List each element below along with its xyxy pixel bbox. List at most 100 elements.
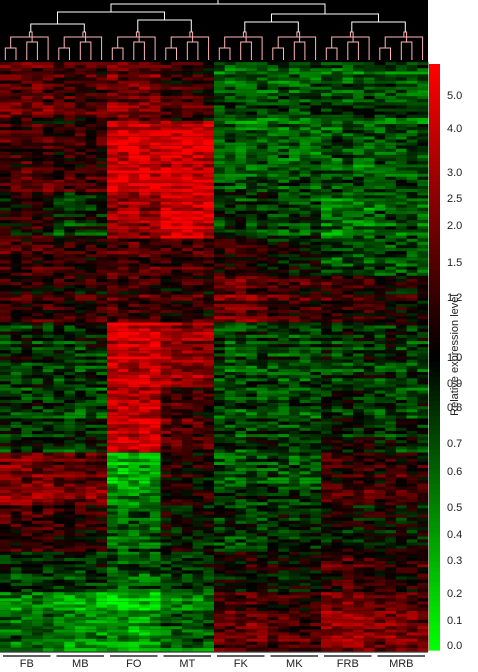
heatmap-cell (353, 372, 365, 376)
heatmap-cell (353, 114, 365, 119)
heatmap-cell (256, 71, 268, 75)
heatmap-cell (288, 390, 300, 395)
heatmap-cell (149, 378, 161, 382)
heatmap-cell (32, 362, 44, 367)
heatmap-cell (139, 415, 151, 419)
heatmap-cell (21, 148, 33, 153)
heatmap-cell (417, 291, 429, 295)
heatmap-cell (267, 415, 279, 419)
heatmap-cell (224, 424, 236, 429)
heatmap-cell (353, 241, 365, 246)
heatmap-cell (10, 396, 22, 401)
heatmap-cell (256, 108, 268, 112)
heatmap-cell (374, 65, 386, 69)
heatmap-cell (353, 368, 365, 373)
heatmap-cell (331, 430, 343, 435)
heatmap-cell (203, 182, 215, 187)
heatmap-cell (96, 387, 108, 391)
heatmap-cell (10, 421, 22, 426)
heatmap-cell (149, 291, 161, 295)
heatmap-cell (214, 285, 226, 289)
heatmap-cell (181, 393, 193, 398)
heatmap-cell (331, 62, 343, 66)
heatmap-cell (203, 316, 215, 320)
heatmap-cell (117, 396, 129, 401)
heatmap-cell (256, 223, 268, 227)
heatmap-cell (74, 415, 86, 419)
heatmap-cell (192, 179, 204, 184)
heatmap-cell (363, 257, 375, 261)
heatmap-cell (310, 362, 322, 367)
heatmap-cell (235, 136, 247, 140)
heatmap-cell (224, 347, 236, 351)
heatmap-cell (85, 334, 97, 339)
heatmap-cell (224, 275, 236, 280)
heatmap-cell (74, 127, 86, 131)
heatmap-cell (10, 272, 22, 277)
heatmap-cell (288, 403, 300, 407)
heatmap-cell (171, 248, 183, 252)
heatmap-cell (278, 313, 290, 317)
heatmap-cell (203, 235, 215, 240)
heatmap-cell (21, 130, 33, 134)
heatmap-cell (192, 362, 204, 367)
heatmap-cell (74, 424, 86, 429)
heatmap-cell (235, 120, 247, 125)
heatmap-cell (374, 390, 386, 395)
heatmap-cell (224, 390, 236, 395)
heatmap-cell (246, 74, 258, 78)
heatmap-cell (42, 99, 54, 103)
heatmap-cell (192, 434, 204, 438)
heatmap-cell (181, 378, 193, 382)
heatmap-cell (171, 269, 183, 274)
heatmap-cell (395, 182, 407, 187)
heatmap-cell (342, 235, 354, 240)
heatmap-cell (331, 275, 343, 280)
heatmap-cell (267, 325, 279, 329)
heatmap-cell (53, 220, 65, 224)
heatmap-cell (406, 220, 418, 224)
heatmap-cell (246, 387, 258, 391)
heatmap-cell (149, 127, 161, 131)
heatmap-cell (331, 164, 343, 168)
heatmap-cell (321, 217, 333, 221)
heatmap-cell (278, 89, 290, 94)
heatmap-cell (310, 306, 322, 311)
heatmap-cell (310, 201, 322, 205)
heatmap-cell (10, 316, 22, 320)
heatmap-cell (353, 220, 365, 224)
heatmap-cell (256, 396, 268, 401)
heatmap-cell (321, 303, 333, 308)
heatmap-cell (139, 421, 151, 426)
heatmap-cell (406, 71, 418, 75)
heatmap-cell (74, 164, 86, 168)
heatmap-row (0, 406, 429, 410)
heatmap-cell (117, 294, 129, 298)
heatmap-cell (85, 235, 97, 240)
heatmap-cell (256, 251, 268, 255)
heatmap-cell (181, 356, 193, 360)
heatmap-cell (395, 93, 407, 97)
heatmap-cell (181, 415, 193, 419)
heatmap-cell (192, 96, 204, 100)
heatmap-cell (181, 294, 193, 298)
heatmap-cell (10, 182, 22, 187)
heatmap-cell (321, 148, 333, 153)
heatmap-cell (117, 313, 129, 317)
heatmap-cell (267, 275, 279, 280)
heatmap-cell (42, 393, 54, 398)
heatmap-cell (149, 229, 161, 233)
heatmap-cell (310, 244, 322, 249)
heatmap-cell (288, 375, 300, 379)
heatmap-cell (64, 263, 76, 267)
heatmap-cell (32, 384, 44, 388)
heatmap-cell (374, 139, 386, 143)
heatmap-cell (342, 387, 354, 391)
heatmap-cell (310, 226, 322, 230)
heatmap-cell (214, 415, 226, 419)
heatmap-cell (139, 83, 151, 88)
heatmap-cell (235, 238, 247, 243)
heatmap-cell (310, 434, 322, 438)
heatmap-cell (246, 300, 258, 305)
heatmap-cell (53, 207, 65, 212)
